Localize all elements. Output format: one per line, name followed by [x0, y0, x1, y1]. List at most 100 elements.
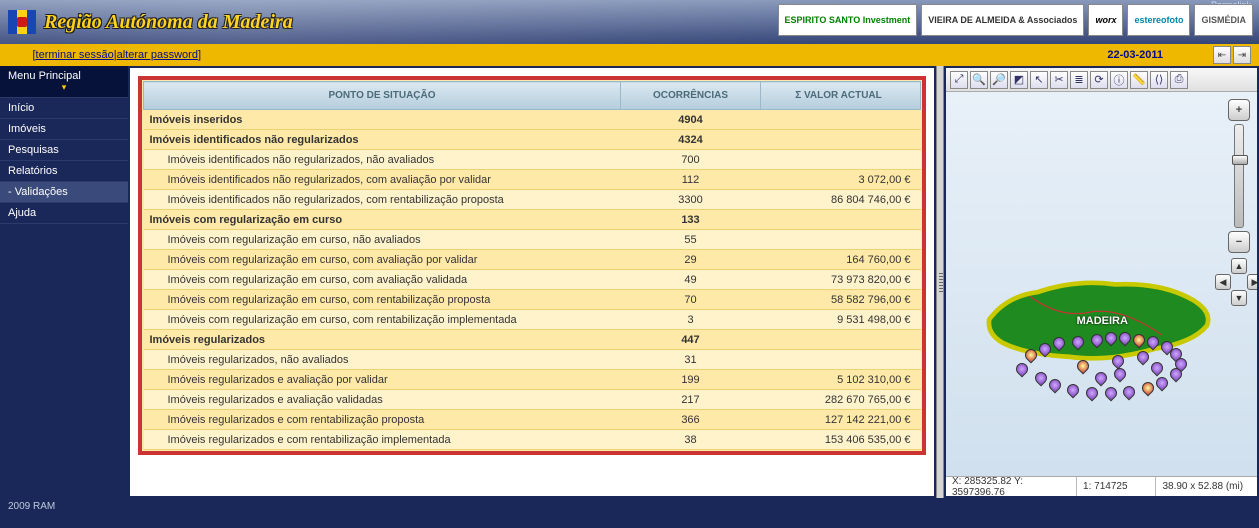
table-row: Imóveis regularizados e com rentabilizaç…: [144, 430, 921, 450]
pan-left-button[interactable]: ◀: [1215, 274, 1231, 290]
row-value: [761, 210, 921, 230]
zoom-out-icon[interactable]: 🔎: [990, 71, 1008, 89]
measure-icon[interactable]: 📏: [1130, 71, 1148, 89]
map-marker-icon[interactable]: [1083, 385, 1100, 402]
sidebar-item-ajuda[interactable]: Ajuda: [0, 203, 128, 224]
sidebar: Menu Principal ▾ Início Imóveis Pesquisa…: [0, 66, 128, 498]
map-view[interactable]: MADEIRA + − ▲ ▼ ◀ ▶: [946, 92, 1257, 476]
row-value: 86 804 746,00 €: [761, 190, 921, 210]
row-label: Imóveis identificados não regularizados: [144, 130, 621, 150]
row-label: Imóveis regularizados e com rentabilizaç…: [144, 430, 621, 450]
row-label: Imóveis com regularização em curso, com …: [144, 270, 621, 290]
row-label: Imóveis com regularização em curso, com …: [144, 310, 621, 330]
print-icon[interactable]: ⎙: [1170, 71, 1188, 89]
map-marker-icon[interactable]: [1139, 380, 1156, 397]
table-row: Imóveis identificados não regularizados,…: [144, 190, 921, 210]
row-occurrences: 55: [621, 230, 761, 250]
info-icon[interactable]: ⓘ: [1110, 71, 1128, 89]
row-occurrences: 49: [621, 270, 761, 290]
sponsor-logo: ESPIRITO SANTO Investment: [778, 4, 918, 36]
table-row: Imóveis regularizados447: [144, 330, 921, 350]
zoom-thumb[interactable]: [1232, 155, 1248, 165]
table-row: Imóveis com regularização em curso133: [144, 210, 921, 230]
table-row: Imóveis regularizados e avaliação por va…: [144, 370, 921, 390]
sponsor-logo: worx: [1088, 4, 1123, 36]
row-value: 164 760,00 €: [761, 250, 921, 270]
status-coords: X: 285325.82 Y: 3597396.76: [946, 477, 1077, 496]
table-row: Imóveis com regularização em curso, com …: [144, 290, 921, 310]
row-label: Imóveis regularizados e avaliação valida…: [144, 390, 621, 410]
table-row: Imóveis inseridos4904: [144, 110, 921, 130]
map-marker-icon[interactable]: [1046, 376, 1063, 393]
table-row: Imóveis identificados não regularizados4…: [144, 130, 921, 150]
sidebar-item-inicio[interactable]: Início: [0, 98, 128, 119]
sidebar-title: Menu Principal ▾: [0, 66, 128, 98]
topbar: [terminar sessão | alterar password] 22-…: [0, 44, 1259, 66]
zoom-plus-button[interactable]: +: [1228, 99, 1250, 121]
logout-link[interactable]: terminar sessão: [36, 49, 114, 61]
sidebar-item-validacoes[interactable]: - Validações: [0, 182, 128, 203]
table-row: Imóveis com regularização em curso, com …: [144, 250, 921, 270]
status-extent: 38.90 x 52.88 (mi): [1156, 477, 1257, 496]
row-value: 5 102 310,00 €: [761, 370, 921, 390]
row-label: Imóveis com regularização em curso, com …: [144, 250, 621, 270]
map-marker-icon[interactable]: [1102, 385, 1119, 402]
map-marker-icon[interactable]: [1153, 375, 1170, 392]
row-occurrences: 31: [621, 350, 761, 370]
main: Menu Principal ▾ Início Imóveis Pesquisa…: [0, 66, 1259, 498]
table-row: Imóveis regularizados, não avaliados31: [144, 350, 921, 370]
pan-down-button[interactable]: ▼: [1231, 290, 1247, 306]
row-label: Imóveis identificados não regularizados,…: [144, 190, 621, 210]
row-value: 127 142 221,00 €: [761, 410, 921, 430]
sponsor-logo: estereofoto: [1127, 4, 1190, 36]
sidebar-item-relatorios[interactable]: Relatórios: [0, 161, 128, 182]
zoom-minus-button[interactable]: −: [1228, 231, 1250, 253]
pan-up-button[interactable]: ▲: [1231, 258, 1247, 274]
sidebar-item-imoveis[interactable]: Imóveis: [0, 119, 128, 140]
table-row: Imóveis com regularização em curso, com …: [144, 310, 921, 330]
table-row: Imóveis regularizados e avaliação valida…: [144, 390, 921, 410]
expand-right-icon[interactable]: ⇥: [1233, 46, 1251, 64]
map-marker-icon[interactable]: [1121, 383, 1138, 400]
change-password-link[interactable]: alterar password: [117, 49, 198, 61]
copyright: 2009 RAM: [8, 501, 55, 512]
zoom-full-icon[interactable]: ⤢: [950, 71, 968, 89]
table-row: Imóveis identificados não regularizados,…: [144, 150, 921, 170]
row-label: Imóveis inseridos: [144, 110, 621, 130]
status-scale: 1: 714725: [1077, 477, 1156, 496]
row-occurrences: 133: [621, 210, 761, 230]
row-value: [761, 110, 921, 130]
row-label: Imóveis regularizados e com rentabilizaç…: [144, 410, 621, 430]
expand-left-icon[interactable]: ⇤: [1213, 46, 1231, 64]
sidebar-item-pesquisas[interactable]: Pesquisas: [0, 140, 128, 161]
zoom-box-icon[interactable]: ◩: [1010, 71, 1028, 89]
zoom-in-icon[interactable]: 🔍: [970, 71, 988, 89]
layers-icon[interactable]: ≣: [1070, 71, 1088, 89]
row-occurrences: 29: [621, 250, 761, 270]
row-value: 58 582 796,00 €: [761, 290, 921, 310]
pan-right-button[interactable]: ▶: [1247, 274, 1257, 290]
table-row: Imóveis com regularização em curso, não …: [144, 230, 921, 250]
row-value: 3 072,00 €: [761, 170, 921, 190]
table-row: Imóveis regularizados e com rentabilizaç…: [144, 410, 921, 430]
map-marker-icon[interactable]: [1065, 382, 1082, 399]
footer: 2009 RAM: [0, 498, 1259, 518]
splitter-handle[interactable]: [936, 66, 944, 498]
cut-icon[interactable]: ✂: [1050, 71, 1068, 89]
pan-control: ▲ ▼ ◀ ▶: [1215, 258, 1257, 306]
row-occurrences: 447: [621, 330, 761, 350]
col-ocorrencias: OCORRÊNCIAS: [621, 82, 761, 110]
row-occurrences: 217: [621, 390, 761, 410]
code-icon[interactable]: ⟨⟩: [1150, 71, 1168, 89]
map-island-label: MADEIRA: [1077, 315, 1128, 327]
row-occurrences: 3: [621, 310, 761, 330]
zoom-slider[interactable]: [1234, 124, 1244, 228]
header: Região Autónoma da Madeira Permalink ESP…: [0, 0, 1259, 44]
row-value: 282 670 765,00 €: [761, 390, 921, 410]
pointer-icon[interactable]: ↖: [1030, 71, 1048, 89]
current-date: 22-03-2011: [1107, 49, 1163, 61]
row-label: Imóveis identificados não regularizados,…: [144, 170, 621, 190]
row-occurrences: 38: [621, 430, 761, 450]
flag-icon: [8, 10, 36, 34]
refresh-icon[interactable]: ⟳: [1090, 71, 1108, 89]
